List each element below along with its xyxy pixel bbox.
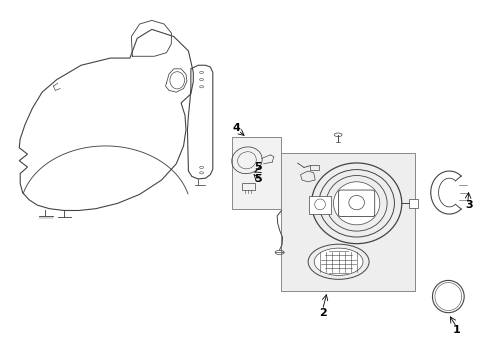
Ellipse shape: [333, 182, 379, 225]
Ellipse shape: [314, 248, 362, 275]
Text: 4: 4: [232, 123, 240, 133]
Bar: [310, 165, 319, 170]
Bar: [232, 137, 281, 209]
Bar: [241, 183, 255, 190]
Text: 5: 5: [253, 162, 261, 172]
Text: 1: 1: [452, 325, 460, 335]
Bar: [408, 199, 417, 208]
Text: 2: 2: [318, 308, 325, 318]
Bar: [309, 196, 330, 214]
Text: 5: 5: [253, 174, 261, 184]
Text: 3: 3: [464, 200, 471, 210]
Bar: [281, 153, 414, 291]
FancyBboxPatch shape: [338, 190, 374, 217]
